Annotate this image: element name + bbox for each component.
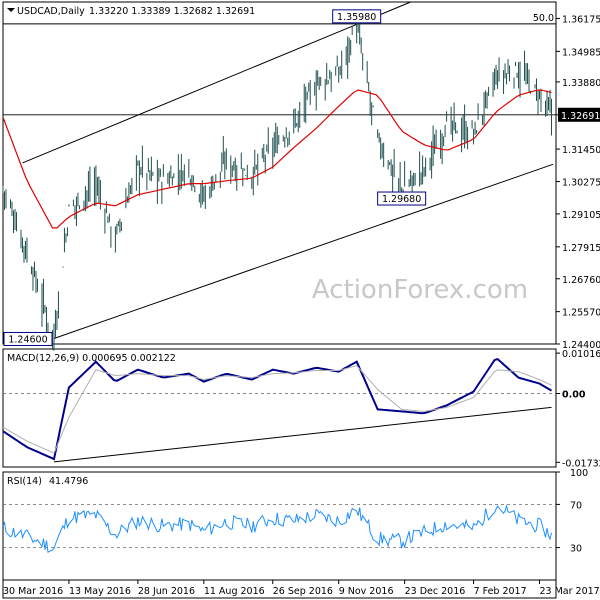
rsi-tick-label-2: 30 (570, 544, 582, 555)
x-tick-label-6: 23 Dec 2016 (405, 586, 466, 597)
chart-header-symbol: USDCAD,Daily (17, 6, 85, 17)
macd-trend-line (53, 406, 552, 463)
price-tick-label-9: 1.25570 (562, 308, 600, 319)
price-tick-label-7: 1.27915 (562, 243, 600, 254)
rsi-line (2, 504, 552, 553)
price-tick-label-0: 1.36175 (562, 14, 600, 25)
annotation-box-2 (3, 331, 53, 346)
x-tick-label-4: 26 Sep 2016 (273, 586, 333, 597)
panel-frame-0 (2, 1, 557, 345)
x-tick-label-3: 11 Aug 2016 (204, 586, 265, 597)
annotation-label-1: 1.29680 (382, 194, 421, 205)
price-tick-label-1: 1.34985 (562, 47, 600, 58)
macd-series-signal (2, 365, 552, 454)
x-tick-label-0: 30 Mar 2016 (3, 586, 63, 597)
annotation-box-0 (332, 9, 382, 24)
price-tick-label-4: 1.31450 (562, 145, 600, 156)
rsi-tick-label-1: 70 (570, 500, 582, 511)
moving-average-line (2, 89, 552, 229)
annotation-label-0: 1.35980 (337, 12, 376, 23)
price-tick-label-2: 1.33880 (562, 78, 600, 89)
annotation-label-2: 1.24600 (8, 334, 47, 345)
x-tick-label-7: 7 Feb 2017 (474, 586, 527, 597)
last-price-box (558, 107, 600, 122)
last-price-label: 1.32691 (561, 111, 600, 122)
panel-frame-1 (2, 348, 557, 468)
rsi-header-value: 41.4796 (49, 476, 88, 487)
x-tick-label-5: 9 Nov 2016 (339, 586, 394, 597)
annotation-box-1 (377, 191, 427, 206)
price-tick-label-10: 1.24400 (562, 340, 600, 351)
price-tick-label-5: 1.30275 (562, 178, 600, 189)
chart-header-arrow-icon (7, 8, 15, 12)
x-tick-label-2: 28 Jun 2016 (138, 586, 195, 597)
macd-tick-label-0: 0.010163 (562, 349, 600, 360)
x-axis-frame (2, 579, 557, 599)
watermark: ActionForex.com (312, 275, 528, 305)
rsi-tick-label-0: 100 (570, 468, 588, 479)
macd-series-macd (2, 357, 553, 461)
macd-tick-label-1: 0.00 (562, 389, 586, 400)
channel-line-1 (53, 163, 554, 339)
rsi-header-name: RSI(14) (7, 476, 42, 487)
x-tick-label-1: 13 May 2016 (69, 586, 131, 597)
channel-line-0 (22, 1, 411, 164)
fib-50-label: 50.0 (533, 13, 554, 24)
price-tick-label-8: 1.26760 (562, 275, 600, 286)
macd-header: MACD(12,26,9) 0.000695 0.002122 (7, 353, 176, 364)
x-tick-label-8: 23 Mar 2017 (540, 586, 600, 597)
macd-tick-label-2: -0.017321 (562, 458, 600, 469)
price-tick-label-6: 1.29105 (562, 210, 600, 221)
chart-header-values: 1.33220 1.33389 1.32682 1.32691 (89, 6, 255, 17)
